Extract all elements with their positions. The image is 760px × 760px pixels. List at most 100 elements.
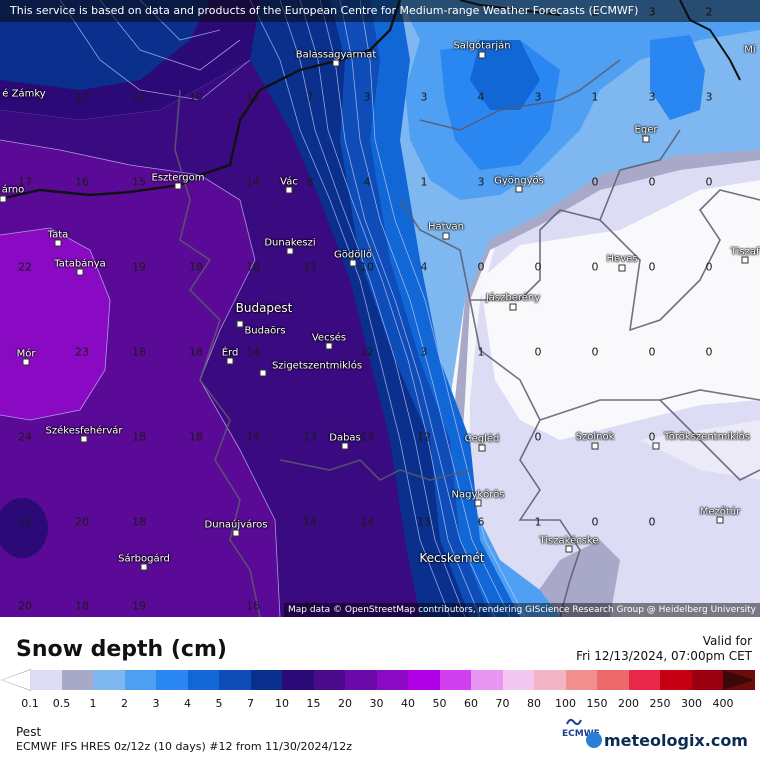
city-marker: [332, 59, 340, 67]
city-label: Gyöngyös: [494, 175, 544, 187]
city-marker: [259, 369, 267, 377]
grid-value: 0: [534, 345, 542, 359]
city-marker: [22, 358, 30, 366]
grid-value: 3: [420, 345, 428, 359]
ecmwf-banner: This service is based on data and produc…: [0, 0, 760, 22]
city-label: Tiszaf: [730, 246, 760, 258]
grid-value: 11: [303, 260, 317, 274]
grid-value: 24: [18, 430, 32, 444]
city-label: Érd: [221, 347, 239, 359]
colorbar-swatch: [534, 670, 566, 690]
grid-value: 18: [132, 430, 146, 444]
colorbar-swatch: [408, 670, 440, 690]
city-marker: [478, 51, 486, 59]
colorbar-tick-label: 3: [152, 697, 160, 710]
grid-value: 14: [303, 515, 317, 529]
grid-value: 14: [303, 599, 317, 613]
city-label: Székesfehérvár: [45, 425, 123, 437]
grid-value: 0: [648, 260, 656, 274]
meteologix-brand[interactable]: meteologix.com: [604, 731, 748, 750]
colorbar-tick-label: 2: [121, 697, 128, 710]
grid-value: 8: [306, 175, 314, 189]
city-marker: [652, 442, 660, 450]
grid-value: 18: [189, 260, 203, 274]
city-label: Dunaújváros: [204, 519, 268, 531]
city-label: Budaörs: [244, 325, 286, 337]
city-label: Tiszakécske: [539, 535, 599, 547]
grid-value: 0: [591, 345, 599, 359]
city-marker: [226, 357, 234, 365]
model-run-info: ECMWF IFS HRES 0z/12z (10 days) #12 from…: [16, 740, 352, 753]
grid-value: 14: [246, 430, 260, 444]
city-marker: [341, 442, 349, 450]
grid-value: 18: [246, 260, 260, 274]
grid-value: 17: [18, 175, 32, 189]
grid-value: 0: [648, 175, 656, 189]
grid-value: 18: [132, 345, 146, 359]
colorbar-swatch: [628, 670, 660, 690]
grid-value: 15: [132, 175, 146, 189]
city-marker: [174, 182, 182, 190]
legend-panel: Snow depth (cm) Valid for Fri 12/13/2024…: [0, 617, 760, 760]
colorbar-tick-label: 250: [649, 697, 671, 710]
city-label: Törökszentmiklós: [663, 431, 751, 443]
city-label: é Zámky: [2, 88, 46, 100]
colorbar-tick-label: 300: [681, 697, 702, 710]
grid-value: 4: [420, 260, 428, 274]
grid-value: 1: [534, 515, 542, 529]
colorbar-swatch: [219, 670, 251, 690]
snow-depth-map[interactable]: 2321312101273343133171615148413000221918…: [0, 0, 760, 617]
colorbar-tick-label: 1: [89, 697, 97, 710]
grid-value: 14: [246, 345, 260, 359]
grid-value: 19: [132, 599, 146, 613]
grid-value: 18: [132, 515, 146, 529]
colorbar-tick-label: 15: [306, 697, 321, 710]
grid-value: 16: [246, 599, 260, 613]
grid-value: 18: [189, 430, 203, 444]
city-marker: [80, 435, 88, 443]
grid-value: 0: [591, 515, 599, 529]
city-label: Vecsés: [311, 332, 347, 344]
grid-value: 3: [705, 90, 713, 104]
city-label: Tata: [47, 229, 69, 241]
city-label: Mezőtúr: [699, 506, 741, 518]
grid-value: 0: [705, 175, 713, 189]
city-marker: [741, 256, 749, 264]
map-title: Snow depth (cm): [16, 637, 227, 662]
city-label: Cegléd: [464, 433, 500, 445]
colorbar-swatch: [61, 670, 93, 690]
grid-value: 13: [75, 90, 89, 104]
grid-value: 14: [360, 515, 374, 529]
colorbar-swatch: [250, 670, 282, 690]
colorbar-swatch: [30, 670, 62, 690]
city-marker: [509, 303, 517, 311]
colorbar-swatch: [156, 670, 188, 690]
grid-value: 3: [534, 90, 542, 104]
colorbar: [30, 670, 755, 690]
city-label: Balassagyarmat: [295, 49, 377, 61]
colorbar-swatch: [691, 670, 723, 690]
valid-time: Fri 12/13/2024, 07:00pm CET: [576, 649, 752, 663]
colorbar-tick-label: 7: [247, 697, 254, 710]
colorbar-right-arrow: [723, 670, 755, 690]
meteologix-logo-icon: [586, 732, 602, 748]
location-name: Pest: [16, 725, 42, 739]
grid-value: 0: [648, 430, 656, 444]
city-label: Szolnok: [575, 431, 615, 443]
grid-value: 16: [75, 175, 89, 189]
city-label: Vác: [280, 176, 298, 188]
map-attribution[interactable]: Map data © OpenStreetMap contributors, r…: [284, 603, 760, 617]
grid-value: 1: [591, 90, 599, 104]
colorbar-swatch: [502, 670, 534, 690]
ecmwf-logo-text: ECMWF: [562, 729, 600, 739]
city-label: árno: [1, 184, 25, 196]
colorbar-tick-label: 80: [527, 697, 541, 710]
city-marker: [642, 135, 650, 143]
grid-value: 1: [420, 175, 428, 189]
colorbar-tick-label: 200: [618, 697, 639, 710]
grid-value: 18: [75, 599, 89, 613]
grid-value: 20: [18, 599, 32, 613]
city-label: Kecskemét: [419, 551, 485, 565]
grid-value: 15: [18, 515, 32, 529]
grid-value: 0: [477, 260, 485, 274]
